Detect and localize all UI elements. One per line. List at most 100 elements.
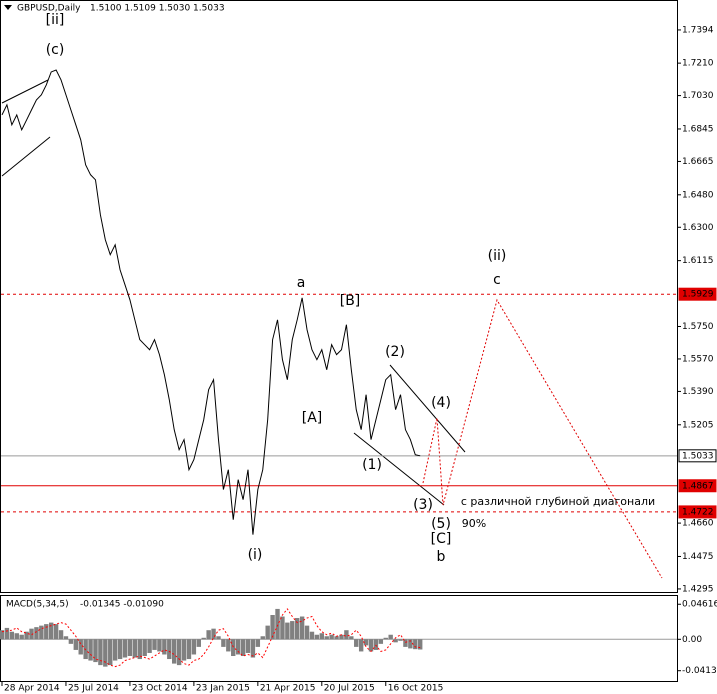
wave-label: (3) — [413, 497, 433, 513]
histogram-bar — [295, 618, 300, 640]
level-label-box — [678, 479, 717, 493]
histogram-bar — [142, 639, 147, 657]
x-tick-label: 16 Oct 2015 — [388, 684, 444, 694]
channel-line — [389, 364, 466, 453]
wave-label: 90% — [462, 517, 486, 530]
histogram-bar — [388, 634, 393, 640]
histogram-bar — [98, 639, 103, 666]
menu-arrow[interactable] — [4, 5, 12, 10]
histogram-bar — [112, 639, 118, 661]
histogram-bar — [63, 636, 69, 640]
histogram-bar — [172, 639, 177, 664]
histogram-bar — [280, 616, 285, 640]
histogram-bar — [319, 633, 324, 640]
histogram-bar — [314, 634, 320, 640]
histogram-bar — [152, 639, 157, 650]
wave-label: (4) — [431, 395, 451, 411]
histogram-bar — [260, 636, 265, 640]
histogram-bar — [299, 616, 305, 640]
histogram-bar — [231, 639, 236, 657]
histogram-bar — [176, 639, 182, 666]
ohlc-readout: 1.5100 1.5109 1.5030 1.5033 — [90, 4, 225, 14]
level-label-box — [678, 449, 717, 463]
wave-label: [ii] — [46, 12, 65, 28]
histogram-bar — [398, 639, 403, 641]
y-tick-label: -0.04136 — [682, 666, 717, 676]
histogram-bar — [53, 624, 59, 640]
y-tick-label: 0.00 — [682, 635, 702, 645]
level-label-box — [678, 287, 717, 301]
histogram-bar — [363, 639, 369, 646]
histogram-bar — [408, 639, 413, 649]
histogram-bar — [368, 639, 374, 652]
wave-label: с различной глубиной диагонали — [461, 495, 655, 508]
histogram-bar — [68, 639, 74, 644]
trend-line — [1, 79, 49, 104]
chart-title: GBPUSD,Daily — [17, 4, 81, 14]
histogram-bar — [344, 630, 349, 640]
wave-label: (2) — [385, 344, 405, 360]
histogram-bar — [304, 625, 310, 640]
wave-label: [A] — [302, 410, 323, 426]
histogram-bar — [186, 639, 192, 660]
wave-label: (c) — [46, 42, 65, 58]
histogram-bar — [358, 639, 364, 652]
wave-label: b — [437, 549, 446, 565]
histogram-bar — [211, 628, 216, 640]
histogram-bar — [0, 630, 5, 640]
histogram-bar — [127, 639, 133, 657]
histogram-bar — [88, 639, 93, 661]
y-tick-label: 1.6665 — [682, 157, 714, 167]
histogram-bar — [216, 636, 221, 640]
histogram-bar — [339, 634, 344, 640]
wave-label: (5) — [431, 516, 451, 532]
histogram-bar — [167, 639, 172, 660]
histogram-bar — [290, 621, 295, 640]
wave-label: c — [493, 272, 501, 288]
macd-readout: -0.01345 -0.01090 — [80, 600, 164, 610]
histogram-bar — [132, 639, 138, 658]
y-tick-label: 1.5570 — [682, 354, 714, 364]
signal-line — [1, 608, 421, 668]
histogram-bar — [354, 639, 359, 647]
trend-lines — [1, 79, 466, 506]
price-frame — [0, 0, 678, 593]
wave-label: a — [297, 275, 306, 291]
histogram-bar — [108, 639, 113, 666]
histogram-bar — [93, 639, 98, 663]
y-tick-label: 1.6845 — [682, 124, 714, 134]
x-tick-label: 20 Jul 2015 — [324, 684, 375, 694]
channel-line — [353, 432, 445, 506]
histogram-bar — [103, 639, 108, 667]
histogram-bar — [221, 639, 226, 647]
projection-path — [422, 298, 663, 579]
trend-line — [1, 136, 51, 177]
y-tick-label: 1.5390 — [682, 387, 714, 397]
histogram-bar — [49, 622, 54, 640]
histogram-bar — [378, 639, 384, 644]
histogram-bar — [34, 627, 39, 640]
y-tick-label: 1.5750 — [682, 322, 714, 332]
histogram-bar — [147, 639, 152, 653]
x-tick-label: 23 Jan 2015 — [196, 684, 250, 694]
histogram-bar — [122, 639, 128, 658]
histogram-bar — [265, 625, 270, 640]
histogram-bar — [413, 639, 418, 650]
histogram-bar — [44, 624, 49, 640]
histogram-bar — [39, 625, 44, 640]
histogram-bar — [275, 608, 280, 640]
histogram-bar — [206, 630, 211, 640]
wave-label: [C] — [431, 531, 452, 547]
histogram-bar — [73, 639, 78, 650]
macd-title: MACD(5,34,5) — [6, 600, 69, 610]
histogram-bar — [4, 627, 10, 640]
histogram-bar — [255, 639, 261, 647]
y-tick-label: 1.6115 — [682, 256, 714, 266]
histogram-bar — [181, 639, 187, 661]
histogram-bar — [137, 639, 142, 660]
y-tick-label: 1.7394 — [682, 25, 714, 35]
histogram-bar — [226, 639, 231, 652]
histogram-bar — [191, 639, 197, 655]
x-tick-label: 23 Oct 2014 — [132, 684, 188, 694]
